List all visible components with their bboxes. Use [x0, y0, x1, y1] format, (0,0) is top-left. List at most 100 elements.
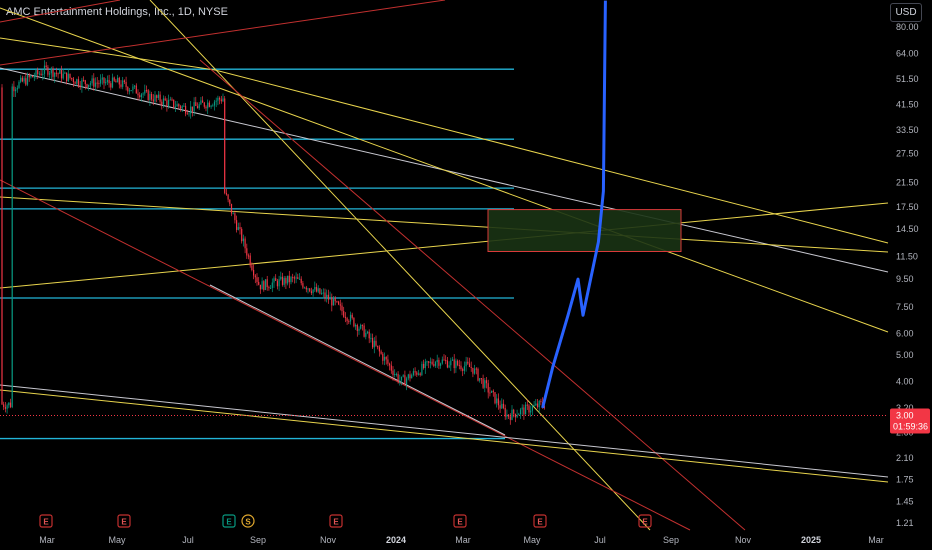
candle-body — [91, 78, 93, 84]
candle-body — [190, 106, 192, 114]
candle-body — [110, 83, 112, 88]
time-axis: Mar May Jul Sep Nov 2024 Mar May Jul Sep Nov 2025 Ma… — [39, 535, 884, 545]
candle-body — [491, 390, 493, 393]
candle-body — [33, 76, 35, 78]
candle-body — [399, 380, 401, 382]
trendline — [0, 384, 889, 478]
candle-body — [353, 317, 355, 327]
candle-body — [516, 415, 518, 418]
candle-body — [494, 392, 496, 404]
candle-body — [151, 93, 153, 100]
candle-body — [144, 90, 146, 94]
candle-body — [400, 376, 403, 381]
candle-body — [297, 277, 299, 279]
candle-body — [497, 398, 499, 406]
candle-body — [251, 265, 253, 270]
event-badge-box — [117, 514, 131, 528]
candle-body — [47, 67, 49, 75]
candle-body — [521, 407, 523, 410]
y-tick-label: 2.10 — [896, 453, 914, 463]
candle-body — [200, 100, 202, 105]
candle-body — [35, 70, 37, 77]
candle-body — [389, 363, 391, 366]
candle-body — [436, 359, 438, 363]
event-badge-label: E — [121, 518, 127, 527]
candle-body — [302, 283, 304, 288]
candle-body — [249, 255, 251, 266]
candle-body — [111, 77, 114, 88]
candle-body — [264, 279, 267, 290]
event-badge-box — [533, 514, 547, 528]
trendline — [209, 284, 506, 436]
candle-body — [145, 90, 148, 92]
candle-body — [256, 277, 258, 282]
candle-body — [474, 368, 476, 374]
candle-body — [219, 97, 221, 100]
candle-body — [55, 72, 57, 74]
candle-body — [460, 365, 462, 370]
y-tick-label: 51.50 — [896, 74, 919, 84]
candle-body — [298, 278, 301, 280]
candle-body — [168, 99, 170, 106]
candle-body — [159, 94, 161, 102]
candle-body — [93, 78, 95, 87]
candle-body — [69, 73, 71, 78]
candle-body — [501, 403, 503, 409]
candle-body — [67, 73, 69, 82]
candle-body — [315, 287, 318, 292]
candle-body — [81, 79, 83, 88]
candle-body — [448, 365, 450, 368]
candle-body — [380, 351, 382, 354]
currency-button[interactable]: USD — [890, 3, 922, 22]
candle-body — [372, 337, 374, 348]
x-tick-label: Sep — [250, 535, 266, 545]
candle-body — [83, 79, 85, 81]
candle-body — [62, 73, 64, 79]
candle-body — [417, 373, 420, 375]
projection-layer — [541, 0, 607, 409]
candle-body — [321, 293, 323, 295]
candle-body — [195, 102, 197, 106]
candle-body — [530, 410, 532, 413]
split-badge-circle — [241, 514, 255, 528]
candle-body — [424, 361, 426, 368]
candle-body — [443, 359, 445, 361]
candle-body — [482, 378, 484, 388]
candle-body — [8, 402, 10, 406]
candle-body — [538, 401, 540, 408]
y-tick-label: 80.00 — [896, 22, 919, 32]
candle-body — [113, 77, 115, 81]
candle-body — [232, 213, 234, 215]
candle-body — [185, 105, 187, 114]
candle-body — [4, 407, 6, 409]
candle-body — [504, 407, 506, 417]
earnings-event-badge: E — [638, 514, 652, 528]
candle-body — [480, 378, 482, 380]
event-badge-label: E — [226, 518, 232, 527]
y-tick-label: 9.50 — [896, 274, 914, 284]
candle-body — [387, 359, 389, 364]
candle-body — [176, 104, 178, 107]
candle-body — [125, 81, 127, 88]
candle-body — [45, 65, 47, 68]
candle-body — [412, 371, 414, 376]
split-event-badge: S — [241, 514, 255, 528]
candle-body — [535, 403, 537, 406]
candle-body — [15, 89, 17, 92]
candle-body — [355, 324, 357, 327]
candle-body — [496, 398, 498, 404]
trendlines-layer — [0, 0, 889, 531]
y-tick-label: 1.75 — [896, 474, 914, 484]
y-tick-label: 6.00 — [896, 329, 914, 339]
candle-body — [324, 292, 326, 299]
candle-body — [312, 289, 314, 294]
y-tick-label: 14.50 — [896, 224, 919, 234]
candle-body — [120, 84, 122, 87]
candle-body — [475, 368, 477, 370]
x-tick-label: Nov — [735, 535, 752, 545]
x-tick-label: Mar — [868, 535, 884, 545]
candle-body — [343, 311, 345, 317]
candle-body — [502, 403, 505, 408]
candle-body — [108, 79, 110, 84]
